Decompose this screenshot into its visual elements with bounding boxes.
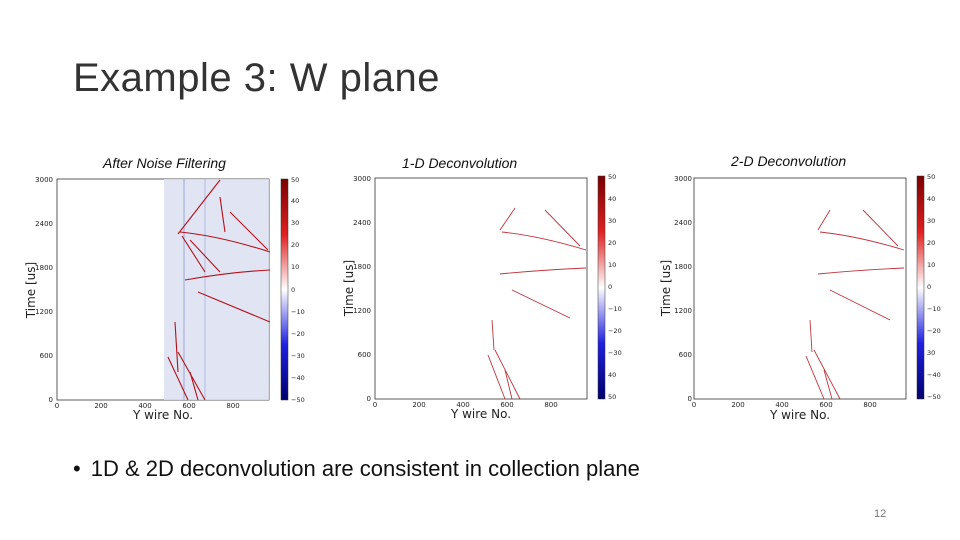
p1-cbar-m20: −20 xyxy=(291,330,305,338)
slide-title: Example 3: W plane xyxy=(73,56,440,100)
page-number: 12 xyxy=(874,508,887,520)
p3-ytick-0: 0 xyxy=(688,395,692,403)
p1-xtick-200: 200 xyxy=(94,402,107,410)
p2-ytick-3000: 3000 xyxy=(353,175,371,183)
p2-xtick-600: 600 xyxy=(500,401,513,409)
p3-cbar-30: 30 xyxy=(927,217,935,225)
p3-colorbar xyxy=(916,175,925,400)
p3-xtick-400: 400 xyxy=(775,401,788,409)
p3-ytick-600: 600 xyxy=(679,351,692,359)
p2-cbar-50: 50 xyxy=(608,173,616,181)
panel-1-caption: After Noise Filtering xyxy=(103,155,226,171)
p2-ytick-2400: 2400 xyxy=(353,219,371,227)
p3-ylabel: Time [us] xyxy=(659,260,673,317)
p2-cbar-40b: 40 xyxy=(608,371,616,379)
p2-ytick-1800: 1800 xyxy=(353,263,371,271)
bullet-dot-icon: • xyxy=(73,456,81,481)
p1-ytick-3000: 3000 xyxy=(35,176,53,184)
p1-xtick-0: 0 xyxy=(55,402,59,410)
p2-xtick-800: 800 xyxy=(544,401,557,409)
p3-ytick-1800: 1800 xyxy=(674,263,692,271)
p1-cbar-m40: −40 xyxy=(291,374,305,382)
p3-cbar-m50: −50 xyxy=(927,393,941,401)
p3-xtick-200: 200 xyxy=(731,401,744,409)
p2-cbar-20: 20 xyxy=(608,239,616,247)
p3-cbar-40: 40 xyxy=(927,195,935,203)
p3-ytick-1200: 1200 xyxy=(674,307,692,315)
p1-ytick-0: 0 xyxy=(49,396,53,404)
p1-xtick-400: 400 xyxy=(138,402,151,410)
p3-cbar-m10: −10 xyxy=(927,305,941,313)
p3-cbar-m20: −20 xyxy=(927,327,941,335)
p2-cbar-m20: −20 xyxy=(608,327,622,335)
p1-ytick-2400: 2400 xyxy=(35,220,53,228)
p2-colorbar xyxy=(597,175,606,400)
p1-cbar-20: 20 xyxy=(291,241,299,249)
p3-cbar-30b: 30 xyxy=(927,349,935,357)
p3-cbar-20: 20 xyxy=(927,239,935,247)
p2-cbar-40: 40 xyxy=(608,195,616,203)
panel-3-plot: 3000 2400 1800 1200 600 0 0 200 400 600 … xyxy=(659,173,941,422)
panel-3-caption: 2-D Deconvolution xyxy=(731,153,847,169)
p2-cbar-30: 30 xyxy=(608,217,616,225)
p2-ytick-1200: 1200 xyxy=(353,307,371,315)
p3-xlabel: Y wire No. xyxy=(769,408,830,422)
p3-xtick-600: 600 xyxy=(819,401,832,409)
p2-cbar-m10: −10 xyxy=(608,305,622,313)
p1-cbar-m50: −50 xyxy=(291,396,305,404)
p3-xtick-800: 800 xyxy=(863,401,876,409)
p1-xtick-800: 800 xyxy=(226,402,239,410)
p3-ytick-2400: 2400 xyxy=(674,219,692,227)
p3-xtick-0: 0 xyxy=(692,401,696,409)
p1-cbar-m10: −10 xyxy=(291,308,305,316)
p3-ytick-3000: 3000 xyxy=(674,175,692,183)
p2-xtick-200: 200 xyxy=(412,401,425,409)
p1-cbar-40: 40 xyxy=(291,197,299,205)
p1-ylabel: Time [us] xyxy=(24,262,38,319)
p3-cbar-10: 10 xyxy=(927,261,935,269)
panel-2-plot: 3000 2400 1800 1200 600 0 0 200 400 600 … xyxy=(342,173,622,421)
panel-2-caption: 1-D Deconvolution xyxy=(402,155,518,171)
p2-ytick-0: 0 xyxy=(367,395,371,403)
p2-xtick-400: 400 xyxy=(456,401,469,409)
bullet-text: 1D & 2D deconvolution are consistent in … xyxy=(90,456,640,481)
p1-cbar-50: 50 xyxy=(291,176,299,184)
p2-xtick-0: 0 xyxy=(373,401,377,409)
p2-cbar-10: 10 xyxy=(608,261,616,269)
panel-1-plot: 3000 2400 1800 1200 600 0 0 200 400 600 … xyxy=(24,176,305,422)
p1-colorbar xyxy=(280,178,289,401)
p2-cbar-50b: 50 xyxy=(608,393,616,401)
p2-ylabel: Time [us] xyxy=(342,260,356,317)
p2-cbar-0: 0 xyxy=(608,283,612,291)
p1-xlabel: Y wire No. xyxy=(132,408,193,422)
p1-cbar-0: 0 xyxy=(291,286,295,294)
p1-cbar-m30: −30 xyxy=(291,352,305,360)
p1-ytick-1800: 1800 xyxy=(35,264,53,272)
p2-cbar-m30: −30 xyxy=(608,349,622,357)
p2-xlabel: Y wire No. xyxy=(450,407,511,421)
p3-cbar-m40: −40 xyxy=(927,371,941,379)
p3-cbar-50: 50 xyxy=(927,173,935,181)
p2-ytick-600: 600 xyxy=(358,351,371,359)
p3-cbar-0: 0 xyxy=(927,283,931,291)
p1-cbar-10: 10 xyxy=(291,263,299,271)
bullet-point: • 1D & 2D deconvolution are consistent in… xyxy=(73,456,640,482)
p1-ytick-1200: 1200 xyxy=(35,308,53,316)
p1-xtick-600: 600 xyxy=(182,402,195,410)
p1-ytick-600: 600 xyxy=(40,352,53,360)
p1-cbar-30: 30 xyxy=(291,219,299,227)
